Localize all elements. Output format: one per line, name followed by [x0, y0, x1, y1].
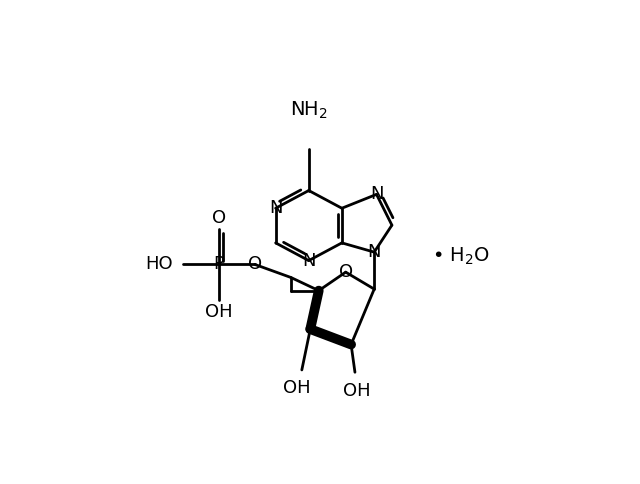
Text: N: N — [302, 252, 316, 270]
Text: N: N — [367, 243, 381, 261]
Text: N: N — [269, 199, 282, 217]
Text: P: P — [213, 256, 224, 273]
Text: NH$_2$: NH$_2$ — [290, 100, 328, 121]
Text: OH: OH — [344, 382, 371, 400]
Text: • H$_2$O: • H$_2$O — [432, 246, 490, 267]
Text: OH: OH — [205, 303, 232, 321]
Text: O: O — [212, 209, 226, 227]
Text: OH: OH — [284, 378, 311, 397]
Text: O: O — [248, 256, 262, 273]
Text: HO: HO — [145, 256, 172, 273]
Text: O: O — [339, 263, 353, 281]
Text: N: N — [370, 185, 383, 203]
